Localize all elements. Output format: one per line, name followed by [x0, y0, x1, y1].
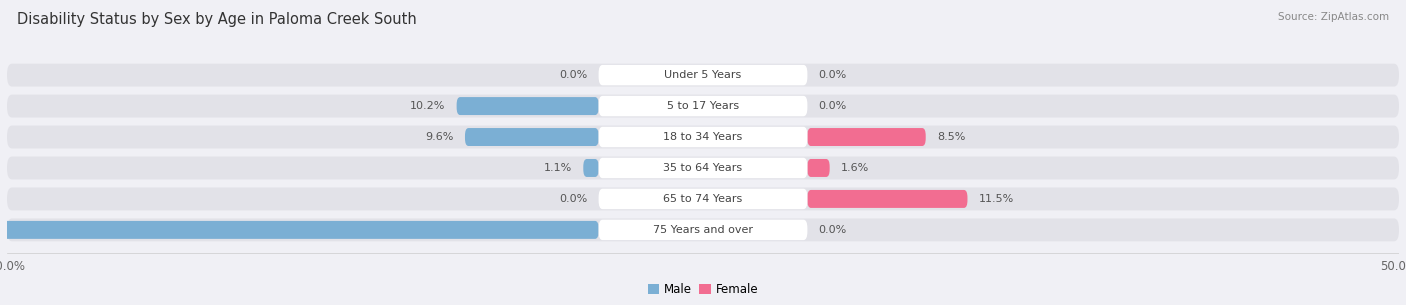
FancyBboxPatch shape — [807, 190, 967, 208]
Text: 8.5%: 8.5% — [936, 132, 966, 142]
FancyBboxPatch shape — [7, 188, 1399, 210]
FancyBboxPatch shape — [457, 97, 599, 115]
Text: Source: ZipAtlas.com: Source: ZipAtlas.com — [1278, 12, 1389, 22]
FancyBboxPatch shape — [599, 158, 807, 178]
Text: 0.0%: 0.0% — [818, 225, 846, 235]
FancyBboxPatch shape — [7, 95, 1399, 117]
Text: 10.2%: 10.2% — [411, 101, 446, 111]
Legend: Male, Female: Male, Female — [648, 283, 758, 296]
Text: Under 5 Years: Under 5 Years — [665, 70, 741, 80]
Text: 1.6%: 1.6% — [841, 163, 869, 173]
FancyBboxPatch shape — [599, 65, 807, 85]
Text: 0.0%: 0.0% — [560, 70, 588, 80]
Text: 75 Years and over: 75 Years and over — [652, 225, 754, 235]
FancyBboxPatch shape — [599, 189, 807, 209]
FancyBboxPatch shape — [7, 126, 1399, 149]
FancyBboxPatch shape — [599, 220, 807, 240]
FancyBboxPatch shape — [807, 128, 925, 146]
Text: 11.5%: 11.5% — [979, 194, 1014, 204]
FancyBboxPatch shape — [0, 221, 599, 239]
Text: Disability Status by Sex by Age in Paloma Creek South: Disability Status by Sex by Age in Palom… — [17, 12, 416, 27]
FancyBboxPatch shape — [599, 96, 807, 116]
Text: 18 to 34 Years: 18 to 34 Years — [664, 132, 742, 142]
FancyBboxPatch shape — [7, 218, 1399, 241]
Text: 9.6%: 9.6% — [426, 132, 454, 142]
Text: 5 to 17 Years: 5 to 17 Years — [666, 101, 740, 111]
FancyBboxPatch shape — [465, 128, 599, 146]
FancyBboxPatch shape — [7, 156, 1399, 179]
Text: 65 to 74 Years: 65 to 74 Years — [664, 194, 742, 204]
Text: 35 to 64 Years: 35 to 64 Years — [664, 163, 742, 173]
FancyBboxPatch shape — [599, 127, 807, 147]
FancyBboxPatch shape — [583, 159, 599, 177]
FancyBboxPatch shape — [807, 159, 830, 177]
Text: 1.1%: 1.1% — [544, 163, 572, 173]
Text: 0.0%: 0.0% — [818, 101, 846, 111]
Text: 0.0%: 0.0% — [560, 194, 588, 204]
Text: 0.0%: 0.0% — [818, 70, 846, 80]
FancyBboxPatch shape — [7, 64, 1399, 87]
